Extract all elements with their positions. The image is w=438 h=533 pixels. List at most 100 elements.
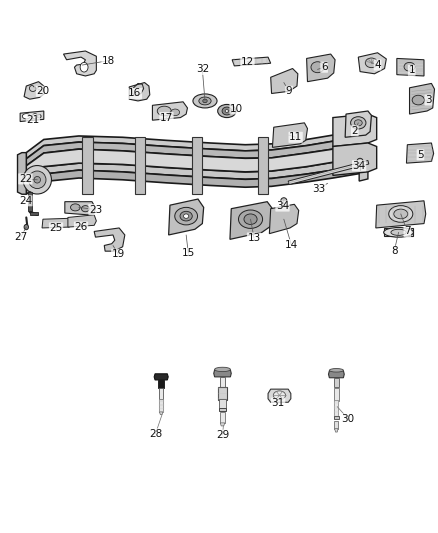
Text: 13: 13 bbox=[247, 233, 261, 243]
Polygon shape bbox=[220, 423, 225, 426]
Text: 7: 7 bbox=[404, 227, 411, 237]
Polygon shape bbox=[64, 51, 96, 76]
Ellipse shape bbox=[23, 166, 52, 194]
Polygon shape bbox=[230, 201, 272, 239]
Ellipse shape bbox=[193, 94, 217, 108]
Polygon shape bbox=[268, 389, 291, 402]
Ellipse shape bbox=[28, 171, 46, 189]
Bar bbox=[334, 378, 339, 387]
Bar bbox=[335, 421, 338, 429]
Ellipse shape bbox=[281, 198, 287, 204]
Ellipse shape bbox=[350, 117, 366, 129]
Text: 32: 32 bbox=[196, 64, 209, 75]
Text: 3: 3 bbox=[425, 95, 432, 105]
Polygon shape bbox=[328, 371, 344, 378]
Text: 27: 27 bbox=[14, 232, 28, 242]
Ellipse shape bbox=[273, 391, 286, 400]
Polygon shape bbox=[345, 111, 371, 138]
Ellipse shape bbox=[175, 207, 198, 225]
Bar bbox=[28, 192, 32, 211]
Polygon shape bbox=[333, 143, 377, 175]
Text: 29: 29 bbox=[216, 430, 229, 440]
Text: 34: 34 bbox=[353, 161, 366, 171]
Polygon shape bbox=[272, 123, 307, 147]
Polygon shape bbox=[335, 429, 338, 432]
Ellipse shape bbox=[203, 99, 207, 103]
Polygon shape bbox=[288, 160, 369, 184]
Polygon shape bbox=[135, 138, 145, 194]
Ellipse shape bbox=[244, 214, 257, 224]
Bar bbox=[159, 388, 163, 399]
Polygon shape bbox=[82, 138, 93, 194]
Text: 16: 16 bbox=[128, 88, 141, 99]
Polygon shape bbox=[358, 53, 386, 74]
Text: 31: 31 bbox=[272, 398, 285, 408]
Polygon shape bbox=[152, 102, 187, 120]
Ellipse shape bbox=[171, 109, 180, 116]
Polygon shape bbox=[129, 83, 150, 101]
Text: 4: 4 bbox=[374, 60, 381, 70]
Bar bbox=[219, 399, 226, 409]
Text: 23: 23 bbox=[89, 205, 102, 215]
Polygon shape bbox=[65, 201, 95, 215]
Ellipse shape bbox=[384, 228, 413, 237]
Text: 18: 18 bbox=[102, 55, 115, 66]
Polygon shape bbox=[18, 152, 26, 194]
Polygon shape bbox=[26, 138, 359, 166]
Polygon shape bbox=[20, 111, 44, 122]
Ellipse shape bbox=[354, 120, 362, 126]
Text: 25: 25 bbox=[49, 223, 63, 233]
Polygon shape bbox=[271, 69, 298, 93]
Text: 14: 14 bbox=[285, 240, 298, 249]
Text: 10: 10 bbox=[230, 104, 243, 114]
Ellipse shape bbox=[32, 114, 38, 119]
Text: 21: 21 bbox=[26, 115, 39, 125]
Text: 22: 22 bbox=[19, 174, 32, 184]
Text: 34: 34 bbox=[276, 201, 289, 211]
Bar bbox=[158, 380, 164, 388]
Polygon shape bbox=[159, 412, 163, 415]
Ellipse shape bbox=[218, 104, 236, 118]
Text: 19: 19 bbox=[112, 249, 125, 259]
Text: 24: 24 bbox=[19, 196, 32, 206]
Bar bbox=[334, 416, 339, 419]
Polygon shape bbox=[68, 215, 96, 227]
Ellipse shape bbox=[38, 115, 41, 118]
Polygon shape bbox=[410, 84, 434, 114]
Text: 28: 28 bbox=[149, 429, 162, 439]
Ellipse shape bbox=[81, 206, 89, 212]
Bar bbox=[219, 408, 226, 411]
Polygon shape bbox=[24, 82, 45, 99]
Polygon shape bbox=[269, 204, 299, 233]
Bar bbox=[159, 399, 163, 413]
Text: 15: 15 bbox=[182, 248, 195, 259]
Polygon shape bbox=[154, 374, 168, 380]
Ellipse shape bbox=[329, 368, 343, 372]
Text: 17: 17 bbox=[160, 112, 173, 123]
Ellipse shape bbox=[365, 58, 378, 68]
Polygon shape bbox=[26, 159, 359, 187]
Bar bbox=[220, 377, 225, 387]
Ellipse shape bbox=[71, 204, 80, 211]
Polygon shape bbox=[94, 228, 125, 251]
Text: 20: 20 bbox=[36, 86, 49, 96]
Ellipse shape bbox=[22, 114, 30, 119]
Ellipse shape bbox=[157, 106, 171, 116]
Ellipse shape bbox=[215, 367, 230, 372]
Bar bbox=[218, 387, 227, 400]
Polygon shape bbox=[359, 130, 368, 181]
Polygon shape bbox=[26, 132, 359, 159]
Text: 26: 26 bbox=[74, 222, 88, 232]
Text: 12: 12 bbox=[241, 56, 254, 67]
Polygon shape bbox=[333, 114, 377, 147]
Bar bbox=[384, 229, 413, 236]
Text: 2: 2 bbox=[351, 126, 358, 136]
Ellipse shape bbox=[357, 158, 363, 165]
Ellipse shape bbox=[222, 107, 232, 115]
Polygon shape bbox=[214, 370, 231, 377]
Bar bbox=[30, 212, 38, 215]
Polygon shape bbox=[232, 57, 271, 66]
Bar bbox=[334, 388, 339, 401]
Polygon shape bbox=[376, 201, 426, 228]
Polygon shape bbox=[406, 143, 434, 163]
